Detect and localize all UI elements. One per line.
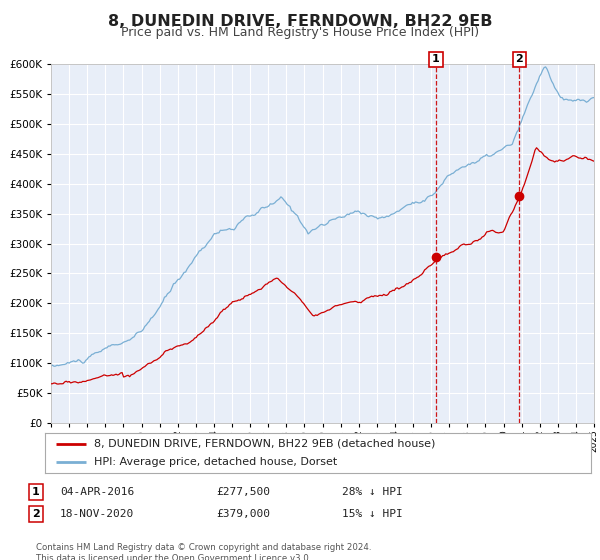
- Text: 2: 2: [515, 54, 523, 64]
- Text: 1: 1: [432, 54, 440, 64]
- Text: Contains HM Land Registry data © Crown copyright and database right 2024.
This d: Contains HM Land Registry data © Crown c…: [36, 543, 371, 560]
- Text: 1: 1: [32, 487, 40, 497]
- Text: 8, DUNEDIN DRIVE, FERNDOWN, BH22 9EB (detached house): 8, DUNEDIN DRIVE, FERNDOWN, BH22 9EB (de…: [94, 439, 436, 449]
- Text: 28% ↓ HPI: 28% ↓ HPI: [342, 487, 403, 497]
- Text: 18-NOV-2020: 18-NOV-2020: [60, 509, 134, 519]
- Text: 8, DUNEDIN DRIVE, FERNDOWN, BH22 9EB: 8, DUNEDIN DRIVE, FERNDOWN, BH22 9EB: [108, 14, 492, 29]
- Text: HPI: Average price, detached house, Dorset: HPI: Average price, detached house, Dors…: [94, 458, 337, 467]
- Text: 15% ↓ HPI: 15% ↓ HPI: [342, 509, 403, 519]
- Text: 2: 2: [32, 509, 40, 519]
- Text: 04-APR-2016: 04-APR-2016: [60, 487, 134, 497]
- Text: £277,500: £277,500: [216, 487, 270, 497]
- Text: Price paid vs. HM Land Registry's House Price Index (HPI): Price paid vs. HM Land Registry's House …: [121, 26, 479, 39]
- Text: £379,000: £379,000: [216, 509, 270, 519]
